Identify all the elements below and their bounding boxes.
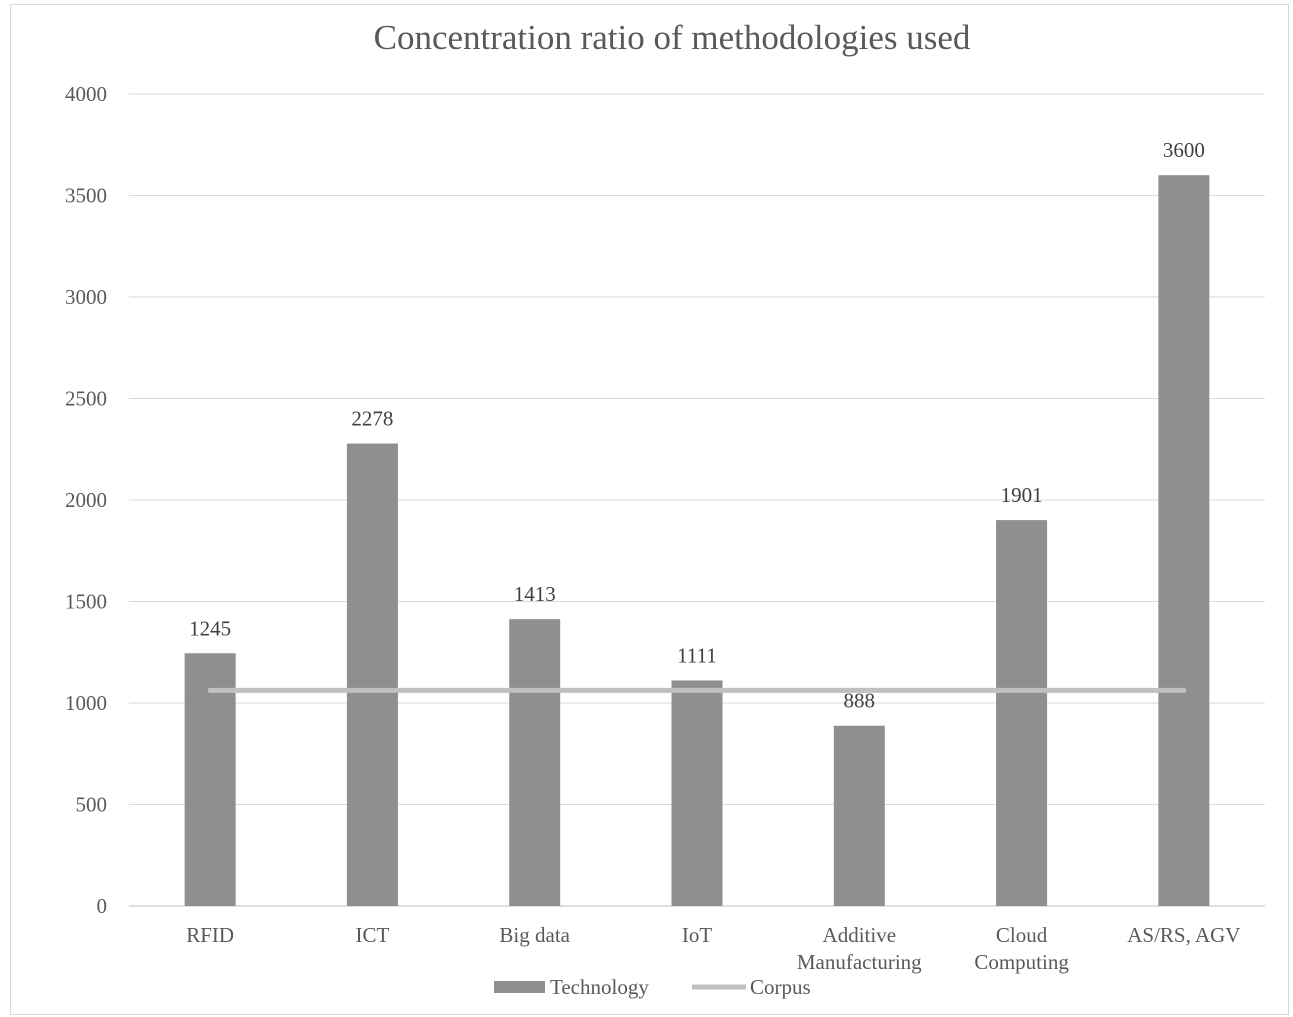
legend: Technology Corpus <box>494 975 811 999</box>
data-labels: 1245 2278 1413 1111 888 1901 3600 <box>189 138 1205 713</box>
legend-label-corpus: Corpus <box>750 975 811 999</box>
bar <box>996 520 1047 906</box>
legend-swatch-technology <box>494 981 545 993</box>
bar <box>347 444 398 906</box>
bar <box>672 680 723 906</box>
data-label: 1245 <box>189 616 231 640</box>
y-tick-label: 1500 <box>65 590 107 614</box>
y-tick-label: 2000 <box>65 488 107 512</box>
x-category-label: Additive Manufacturing <box>797 923 922 974</box>
x-category-label: ICT <box>356 923 390 947</box>
bar <box>509 619 560 906</box>
y-axis-ticks: 0 500 1000 1500 2000 2500 3000 3500 4000 <box>65 82 107 918</box>
y-tick-label: 3000 <box>65 285 107 309</box>
bar <box>1158 175 1209 906</box>
data-label: 888 <box>844 689 876 713</box>
data-label: 1111 <box>677 643 717 667</box>
data-label: 1901 <box>1001 483 1043 507</box>
x-category-label: Cloud Computing <box>974 923 1069 974</box>
x-category-label: RFID <box>186 923 234 947</box>
y-tick-label: 4000 <box>65 82 107 106</box>
y-tick-label: 1000 <box>65 691 107 715</box>
x-category-label: IoT <box>682 923 712 947</box>
data-label: 2278 <box>351 407 393 431</box>
chart-title: Concentration ratio of methodologies use… <box>374 18 971 57</box>
y-tick-label: 3500 <box>65 184 107 208</box>
data-label: 1413 <box>514 582 556 606</box>
data-label: 3600 <box>1163 138 1205 162</box>
y-tick-label: 500 <box>76 793 108 817</box>
legend-label-technology: Technology <box>550 975 649 999</box>
x-category-label: AS/RS, AGV <box>1127 923 1240 947</box>
x-category-label: Big data <box>499 923 570 947</box>
y-tick-label: 2500 <box>65 387 107 411</box>
y-tick-label: 0 <box>97 894 108 918</box>
bars <box>185 175 1210 906</box>
bar <box>834 726 885 906</box>
x-axis-categories: RFID ICT Big data IoT Additive Manufacturing C… <box>186 923 1240 974</box>
